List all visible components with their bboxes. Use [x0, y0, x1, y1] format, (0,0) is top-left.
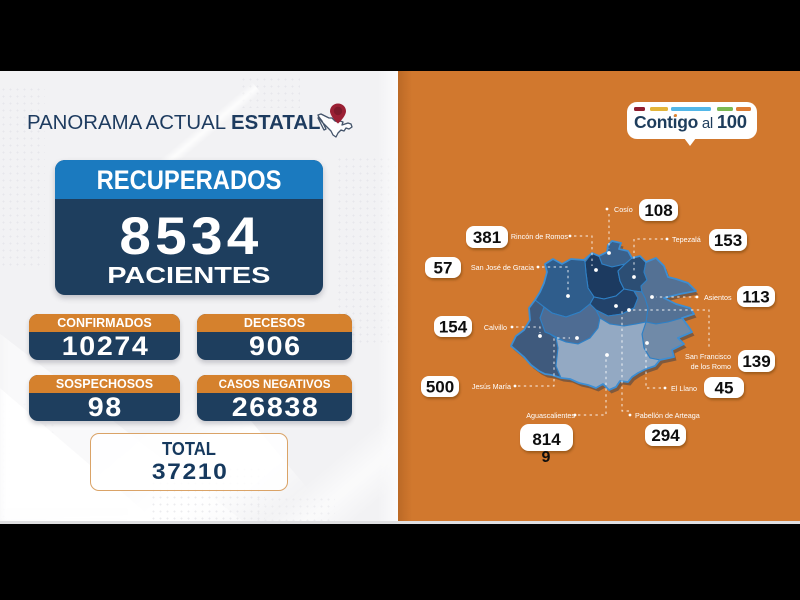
- svg-text:San José de Gracia: San José de Gracia: [471, 263, 534, 272]
- svg-text:113: 113: [742, 288, 769, 307]
- svg-text:de los Romo: de los Romo: [691, 362, 731, 371]
- svg-text:139: 139: [742, 352, 770, 371]
- svg-text:154: 154: [439, 318, 468, 337]
- svg-text:814: 814: [532, 430, 561, 449]
- svg-text:Rincón de Romos: Rincón de Romos: [511, 232, 569, 241]
- svg-text:381: 381: [473, 228, 501, 247]
- svg-text:45: 45: [715, 379, 734, 398]
- svg-text:Asientos: Asientos: [704, 293, 732, 302]
- svg-text:Calvillo: Calvillo: [484, 323, 507, 332]
- svg-text:San Francisco: San Francisco: [685, 352, 731, 361]
- svg-text:9: 9: [542, 449, 551, 466]
- svg-text:108: 108: [644, 201, 672, 220]
- svg-text:Cosío: Cosío: [614, 205, 633, 214]
- svg-text:153: 153: [714, 231, 742, 250]
- svg-text:57: 57: [434, 259, 453, 278]
- svg-text:Jesús María: Jesús María: [472, 382, 511, 391]
- svg-text:Aguascalientes: Aguascalientes: [526, 411, 575, 420]
- svg-text:294: 294: [651, 426, 680, 445]
- svg-text:Pabellón de Arteaga: Pabellón de Arteaga: [635, 411, 700, 420]
- svg-text:Tepezalá: Tepezalá: [672, 235, 701, 244]
- svg-text:500: 500: [426, 378, 454, 397]
- svg-text:El Llano: El Llano: [671, 384, 697, 393]
